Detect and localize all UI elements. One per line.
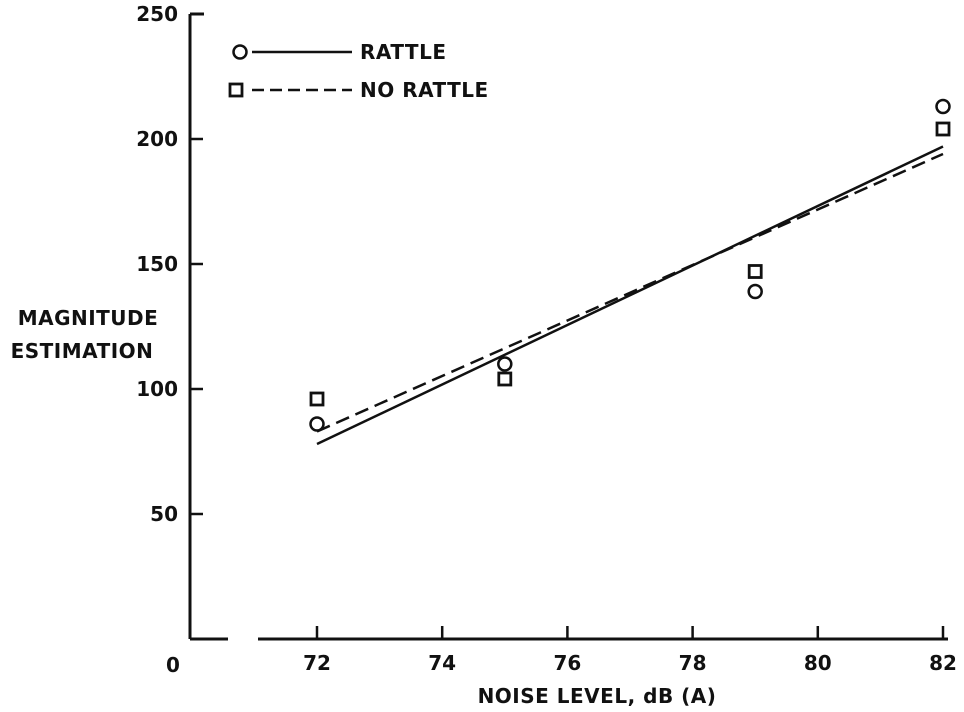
legend: RATTLE NO RATTLE: [228, 40, 489, 102]
x-tick-label: 76: [553, 651, 581, 675]
y-tick-label: 50: [150, 502, 178, 526]
x-tick-label: 78: [679, 651, 707, 675]
y-tick-label: 150: [136, 252, 178, 276]
y-origin-label: 0: [166, 653, 180, 677]
data-points: [309, 98, 951, 432]
rattle-data-point: [497, 356, 513, 372]
y-tick-label: 250: [136, 2, 178, 26]
rattle-legend-marker: [232, 44, 248, 60]
no-rattle-data-point: [497, 371, 513, 387]
x-axis-label: NOISE LEVEL, dB (A): [478, 684, 717, 708]
y-axis-label-line-2: ESTIMATION: [11, 339, 154, 363]
x-tick-label: 82: [929, 651, 957, 675]
no-rattle-legend-label: NO RATTLE: [360, 78, 489, 102]
y-tick-label: 200: [136, 127, 178, 151]
no-rattle-legend-marker: [228, 82, 244, 98]
rattle-fit-line: [316, 145, 944, 446]
no-rattle-fit-line: [316, 152, 944, 433]
x-tick-label: 80: [804, 651, 832, 675]
rattle-data-point: [309, 416, 325, 432]
rattle-data-point: [935, 98, 951, 115]
rattle-data-point: [747, 283, 763, 300]
rattle-legend-label: RATTLE: [360, 40, 446, 64]
y-axis-label-line-1: MAGNITUDE: [18, 306, 159, 330]
no-rattle-data-point: [747, 264, 763, 279]
no-rattle-data-point: [309, 391, 325, 407]
x-tick-label: 72: [303, 651, 331, 675]
no-rattle-data-point: [935, 121, 951, 137]
ticks: 72 74 76 78 80 82 50 100 150 200 250: [136, 2, 957, 675]
axes: [188, 12, 948, 641]
fit-lines: [316, 145, 944, 446]
y-tick-label: 100: [136, 377, 178, 401]
x-tick-label: 74: [428, 651, 456, 675]
